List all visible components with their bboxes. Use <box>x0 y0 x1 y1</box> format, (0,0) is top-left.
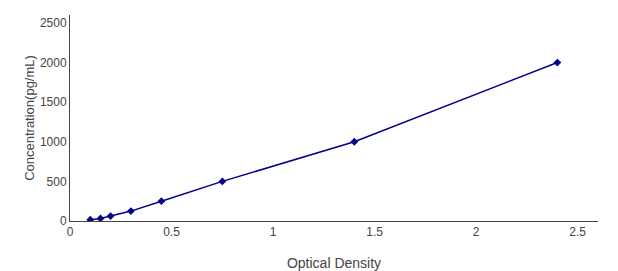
svg-text:1: 1 <box>270 225 277 239</box>
svg-text:Optical Density: Optical Density <box>287 255 381 271</box>
svg-text:Concentration(pg/mL): Concentration(pg/mL) <box>22 55 37 181</box>
svg-text:2500: 2500 <box>40 16 67 30</box>
svg-text:1.5: 1.5 <box>366 225 383 239</box>
svg-text:1000: 1000 <box>40 135 67 149</box>
svg-text:0: 0 <box>60 214 67 228</box>
svg-text:0: 0 <box>67 225 74 239</box>
svg-text:500: 500 <box>47 175 67 189</box>
svg-text:2000: 2000 <box>40 56 67 70</box>
svg-text:2: 2 <box>473 225 480 239</box>
svg-text:0.5: 0.5 <box>163 225 180 239</box>
svg-text:1500: 1500 <box>40 95 67 109</box>
svg-text:2.5: 2.5 <box>569 225 586 239</box>
